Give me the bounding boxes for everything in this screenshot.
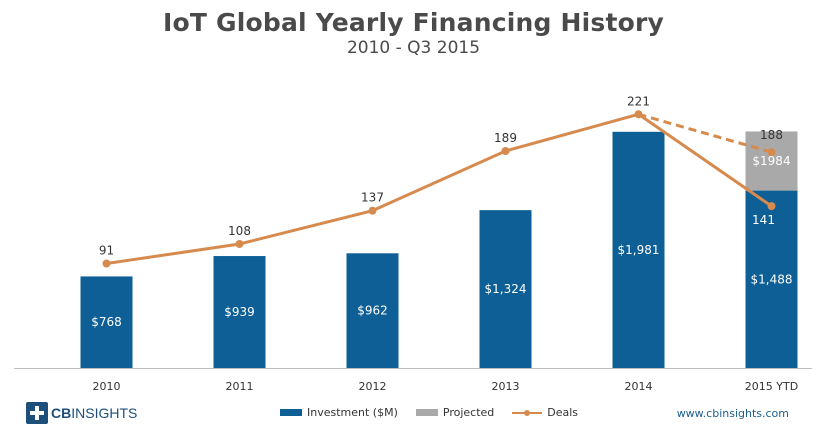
deals-label-2011: 108	[228, 224, 251, 238]
x-tick-label-2012: 2012	[359, 380, 387, 393]
deals-point-2011	[235, 240, 244, 248]
deals-projected-label: 188	[760, 128, 783, 142]
bar-label-investment-2012: $962	[357, 304, 388, 318]
x-tick-label-2010: 2010	[93, 380, 121, 393]
deals-point-2015-YTD	[767, 202, 776, 211]
bar-investment-2015-YTD	[745, 190, 798, 368]
legend-label-deals: Deals	[547, 406, 579, 419]
legend-swatch-deals	[512, 409, 543, 416]
deals-projected-point	[767, 148, 776, 157]
logo-brand: CB	[51, 405, 72, 421]
bar-label-projected: $1984	[752, 154, 790, 168]
legend-label-investment: Investment ($M)	[307, 406, 398, 419]
legend-item-projected: Projected	[415, 406, 495, 419]
deals-line	[106, 112, 773, 266]
cb-logo-icon	[26, 402, 48, 424]
bar-investment-2010	[80, 276, 133, 368]
legend-swatch-investment	[280, 409, 302, 416]
legend-label-projected: Projected	[442, 406, 495, 419]
cb-insights-logo: CBINSIGHTS	[26, 402, 137, 424]
legend-item-deals: Deals	[512, 406, 578, 419]
deals-label-2010: 91	[99, 244, 114, 258]
bar-projected-2015-YTD	[745, 131, 798, 191]
legend-item-investment: Investment ($M)	[280, 406, 398, 419]
deals-point-2010	[102, 259, 111, 268]
x-tick-label-2014: 2014	[625, 380, 653, 393]
logo-brand-rest: INSIGHTS	[71, 405, 138, 421]
legend: Investment ($M) Projected Deals	[280, 406, 596, 419]
bar-label-investment-2011: $939	[224, 305, 255, 319]
bar-label-investment-2013: $1,324	[485, 282, 527, 296]
deals-projected-line	[638, 112, 772, 154]
x-tick-label-2011: 2011	[226, 380, 254, 393]
bar-label-investment-2010: $768	[91, 315, 122, 329]
chart-title: IoT Global Yearly Financing History	[162, 8, 665, 37]
bar-investment-2012	[346, 253, 399, 368]
website-link[interactable]: www.cbinsights.com	[676, 407, 789, 420]
deals-label-2012: 137	[361, 191, 384, 205]
bar-investment-2011	[213, 256, 266, 368]
x-tick-label-2015-YTD: 2015 YTD	[745, 380, 798, 393]
x-tick-label-2013: 2013	[492, 380, 520, 393]
deals-point-2012	[368, 206, 377, 215]
bar-label-investment-2015-YTD: $1,488	[751, 272, 793, 286]
deals-label-2014: 221	[627, 94, 650, 108]
deals-point-2013	[501, 147, 510, 155]
legend-swatch-projected	[415, 409, 438, 416]
deals-label-2013: 189	[494, 131, 517, 145]
deals-label-2015-YTD: 141	[752, 213, 775, 227]
bar-investment-2013	[479, 210, 532, 368]
bar-label-investment-2014: $1,981	[618, 243, 660, 257]
deals-point-2014	[634, 110, 643, 119]
bar-investment-2014	[612, 131, 665, 368]
chart-subtitle: 2010 - Q3 2015	[346, 38, 481, 58]
